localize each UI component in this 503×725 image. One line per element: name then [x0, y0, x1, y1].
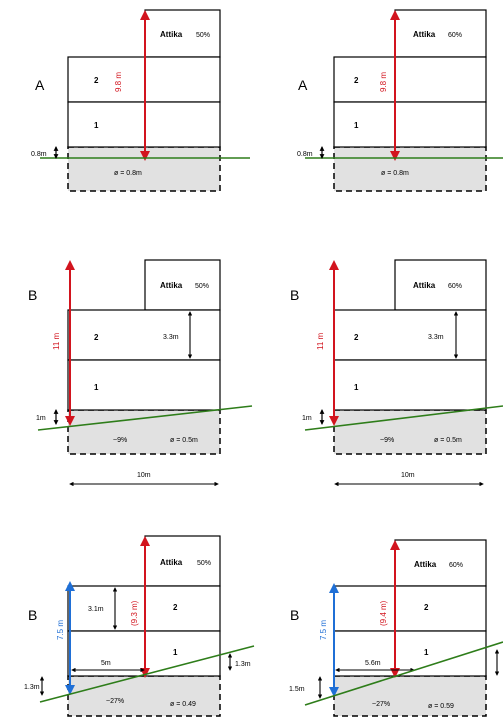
floor-height-label: 3.1m	[88, 606, 104, 613]
row-label: B	[28, 287, 37, 303]
height-label: 11 m	[52, 332, 61, 350]
basement-note: ø = 0.8m	[114, 170, 142, 177]
floor-1	[67, 359, 221, 411]
ground-line	[304, 405, 503, 431]
attika-percent: 50%	[196, 32, 210, 39]
attika-label: Attika	[160, 281, 183, 290]
attika-floor	[394, 539, 487, 587]
floor-1	[333, 630, 487, 677]
floor-height-label: 3.3m	[163, 334, 179, 341]
floor-2-label: 2	[424, 603, 429, 612]
width-label: 10m	[137, 472, 151, 479]
attika-percent: 60%	[448, 32, 462, 39]
panel-b2-left: B Attika 50% 2 1 3.1m (9.3 m) 7.5 m 5m 1…	[24, 535, 255, 717]
horizontal-label: 5.6m	[365, 660, 381, 667]
panel-b2-right: B Attika 60% 2 1 (9.4 m) 7.5 m 5.6m 1.5m…	[289, 539, 503, 717]
attika-floor	[144, 535, 221, 587]
attika-percent: 60%	[449, 562, 463, 569]
basement	[333, 146, 487, 192]
panel-b1-right: B Attika 60% 2 1 3.3m 11 m 1m ~9% ø = 0.…	[290, 259, 503, 487]
height-label: 9.8 m	[114, 72, 123, 92]
attika-label: Attika	[160, 558, 183, 567]
ground-offset-label: 0.8m	[31, 151, 47, 158]
floor-1-label: 1	[173, 648, 178, 657]
ground-offset-label: 1m	[36, 415, 46, 422]
floor-1-label: 1	[354, 383, 359, 392]
attika-label: Attika	[413, 281, 436, 290]
floor-2	[67, 309, 221, 361]
slope-label: ~9%	[113, 437, 127, 444]
blue-height-label: 7.5 m	[319, 620, 328, 640]
basement	[67, 675, 221, 717]
floor-1-label: 1	[354, 121, 359, 130]
floor-1-label: 1	[94, 383, 99, 392]
height-label: (9.3 m)	[130, 600, 139, 626]
height-label: (9.4 m)	[379, 600, 388, 626]
ground-line	[39, 645, 255, 703]
ground-line	[37, 405, 253, 431]
blue-height-label: 7.5 m	[56, 620, 65, 640]
basement	[333, 675, 487, 717]
row-label: A	[298, 77, 308, 93]
row-label: A	[35, 77, 45, 93]
floor-height-label: 3.3m	[428, 334, 444, 341]
attika-percent: 50%	[195, 283, 209, 290]
floor-1-label: 1	[424, 648, 429, 657]
ground-offset-label: 0.8m	[297, 151, 313, 158]
attika-label: Attika	[413, 30, 436, 39]
floor-2	[333, 585, 487, 632]
width-label: 10m	[401, 472, 415, 479]
basement-note: ø = 0.5m	[434, 437, 462, 444]
floor-2-label: 2	[94, 76, 99, 85]
floor-2-label: 2	[94, 333, 99, 342]
left-offset-label: 1.5m	[289, 686, 305, 693]
right-offset-label: 1.3m	[235, 661, 251, 668]
basement-note: ø = 0.49	[170, 701, 196, 708]
row-label: B	[290, 607, 299, 623]
floor-2-label: 2	[354, 76, 359, 85]
floor-1	[333, 359, 487, 411]
slope-label: ~27%	[106, 698, 124, 705]
attika-floor	[394, 9, 487, 58]
row-label: B	[28, 607, 37, 623]
slope-label: ~9%	[380, 437, 394, 444]
attika-percent: 50%	[197, 560, 211, 567]
basement-note: ø = 0.59	[428, 703, 454, 710]
attika-floor	[144, 9, 221, 58]
attika-floor	[144, 259, 221, 311]
attika-label: Attika	[160, 30, 183, 39]
basement-note: ø = 0.8m	[381, 170, 409, 177]
attika-floor	[394, 259, 487, 311]
horizontal-label: 5m	[101, 660, 111, 667]
basement	[67, 409, 221, 455]
floor-1	[333, 101, 487, 148]
attika-label: Attika	[414, 560, 437, 569]
panel-a-left: A Attika 50% 2 1 9.8 m 0.8m ø = 0.8m	[31, 9, 250, 192]
floor-1-label: 1	[94, 121, 99, 130]
ground-offset-label: 1m	[302, 415, 312, 422]
slope-label: ~27%	[372, 701, 390, 708]
floor-2	[333, 309, 487, 361]
height-label: 9.8 m	[379, 72, 388, 92]
left-offset-label: 1.3m	[24, 684, 40, 691]
panel-a-right: A Attika 60% 2 1 9.8 m 0.8m ø = 0.8m	[297, 9, 503, 192]
floor-2-label: 2	[173, 603, 178, 612]
panel-b1-left: B Attika 50% 2 1 3.3m 11 m 1m ~9% ø = 0.…	[28, 259, 253, 487]
basement-note: ø = 0.5m	[170, 437, 198, 444]
ground-line	[304, 641, 503, 706]
attika-percent: 60%	[448, 283, 462, 290]
height-label: 11 m	[316, 332, 325, 350]
floor-2-label: 2	[354, 333, 359, 342]
row-label: B	[290, 287, 299, 303]
